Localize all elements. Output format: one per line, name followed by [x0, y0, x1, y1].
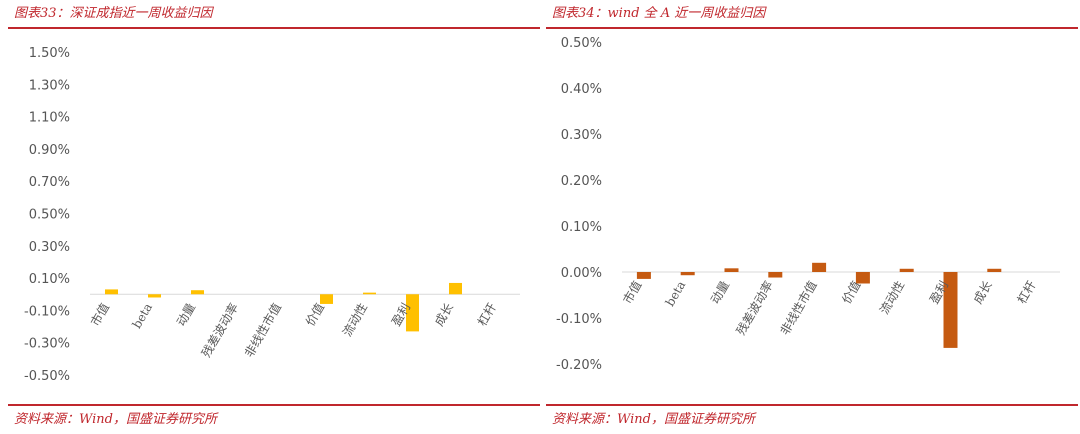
chart-title: 图表34：wind 全 A 近一周收益归因 — [552, 6, 766, 21]
source-rule — [8, 404, 540, 406]
source-rule — [546, 404, 1078, 406]
y-tick-label: -0.10% — [556, 312, 602, 327]
x-tick-label: 非线性市值 — [777, 278, 820, 337]
y-tick-label: 0.50% — [29, 208, 70, 223]
y-tick-label: 1.30% — [29, 78, 70, 93]
x-tick-label: 残差波动率 — [733, 278, 776, 337]
chart-title: 图表33：深证成指近一周收益归因 — [14, 6, 213, 21]
bar-chart: 1.50% 1.30% 1.10% 0.90% 0.70% 0.50% 0.30% 0.10%… — [24, 46, 520, 384]
x-tick-label: 成长 — [971, 279, 995, 307]
y-tick-label: -0.20% — [556, 358, 602, 373]
y-tick-label: 1.10% — [29, 111, 70, 126]
y-tick-label: 0.30% — [561, 128, 602, 143]
chart-panel-left: 图表33：深证成指近一周收益归因 1.50% 1.30% 1.10% 0.90% 0.7… — [8, 0, 540, 434]
title-rule — [8, 27, 540, 29]
x-tick-label: 价值 — [302, 300, 327, 328]
x-tick-label: 流动性 — [877, 279, 907, 317]
y-tick-label: 0.10% — [29, 272, 70, 287]
y-tick-label: 0.30% — [29, 240, 70, 255]
x-tick-label: 市值 — [87, 300, 112, 328]
x-tick-label: beta — [130, 301, 156, 331]
y-tick-label: -0.10% — [24, 304, 70, 319]
x-tick-label: 非线性市值 — [241, 300, 284, 359]
chart-source: 资料来源：Wind，国盛证券研究所 — [14, 412, 217, 427]
y-tick-label: 0.00% — [561, 266, 602, 281]
bar — [148, 294, 161, 298]
x-tick-label: beta — [663, 279, 689, 309]
chart-panel-right: 图表34：wind 全 A 近一周收益归因 0.50% 0.40% 0.30% 0.2… — [546, 0, 1078, 434]
bar — [724, 268, 739, 272]
bar — [855, 272, 870, 284]
bar — [636, 272, 651, 279]
bar — [680, 272, 695, 276]
x-tick-label: 动量 — [708, 279, 732, 307]
y-tick-label: 0.20% — [561, 174, 602, 189]
y-tick-label: 0.40% — [561, 82, 602, 97]
y-tick-label: 1.50% — [29, 46, 70, 61]
bar-chart: 0.50% 0.40% 0.30% 0.20% 0.10% 0.00% -0.10% -0.2… — [556, 36, 1060, 373]
bar — [768, 272, 783, 278]
y-tick-label: 0.10% — [561, 220, 602, 235]
bar — [899, 268, 914, 272]
bar — [943, 272, 958, 348]
y-tick-label: 0.70% — [29, 175, 70, 190]
title-rule — [546, 27, 1078, 29]
x-tick-label: 市值 — [619, 278, 644, 306]
bar — [449, 282, 462, 295]
x-tick-label: 流动性 — [340, 301, 370, 339]
chart-source: 资料来源：Wind，国盛证券研究所 — [552, 412, 755, 427]
y-tick-label: 0.50% — [561, 36, 602, 51]
bar — [191, 290, 204, 295]
x-tick-label: 动量 — [174, 301, 198, 329]
bar — [320, 294, 333, 304]
y-tick-label: -0.50% — [24, 369, 70, 384]
x-tick-label: 杠杆 — [1014, 278, 1039, 306]
bar — [406, 294, 419, 332]
bar — [105, 289, 118, 295]
bar — [987, 268, 1002, 272]
x-tick-label: 成长 — [432, 301, 456, 329]
bar — [812, 262, 827, 272]
y-tick-label: 0.90% — [29, 143, 70, 158]
x-tick-label: 杠杆 — [474, 300, 499, 328]
x-tick-label: 残差波动率 — [198, 300, 241, 359]
bar — [363, 292, 376, 295]
y-tick-label: -0.30% — [24, 337, 70, 352]
